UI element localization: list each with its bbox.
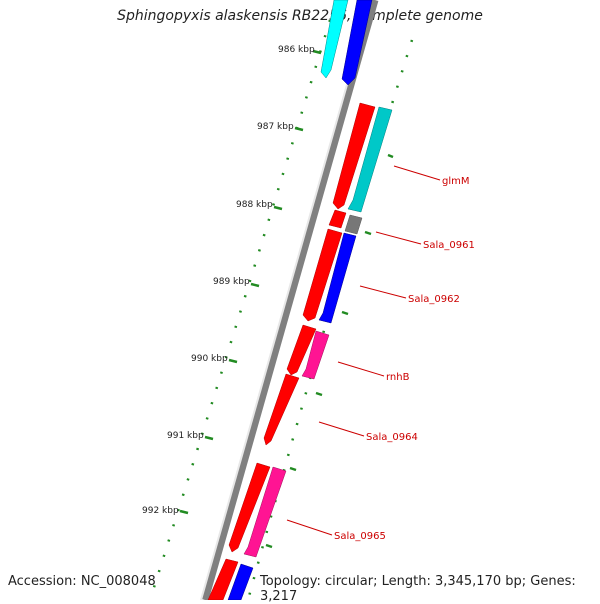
gene-arrow-red <box>302 228 343 322</box>
tick-992 <box>179 509 189 515</box>
gene-label-rnhB: rnhB <box>386 372 410 383</box>
tick-988 <box>273 205 283 211</box>
genome-backbone-highlight <box>200 0 372 600</box>
inner-tick <box>265 543 273 549</box>
tick-989 <box>250 282 260 288</box>
forward-strand-genes <box>207 102 376 600</box>
map-title: Sphingopyxis alaskensis RB2256, complete… <box>117 8 483 24</box>
inner-tick <box>341 310 349 316</box>
leader-glmM <box>393 165 441 181</box>
gene-arrow-cyan <box>347 106 393 213</box>
tick-label-989: 989 kbp <box>213 277 250 287</box>
tick-label-986: 986 kbp <box>278 45 315 55</box>
leader-rnhB <box>337 361 385 377</box>
gene-feature-gray <box>344 214 363 235</box>
leader-Sala_0961 <box>375 231 422 245</box>
tick-label-987: 987 kbp <box>257 122 294 132</box>
genome-backbone <box>201 0 379 600</box>
gene-arrow-red <box>263 373 300 446</box>
gene-label-Sala_0965: Sala_0965 <box>334 531 386 542</box>
gene-label-Sala_0961: Sala_0961 <box>423 240 475 251</box>
gene-label-Sala_0962: Sala_0962 <box>408 294 460 305</box>
gene-label-Sala_0964: Sala_0964 <box>366 432 418 443</box>
tick-label-988: 988 kbp <box>236 200 273 210</box>
gene-arrow-blue <box>341 0 373 86</box>
reverse-strand-genes <box>227 0 393 600</box>
tick-991 <box>204 435 214 441</box>
gene-arrow-cyan <box>320 0 349 79</box>
gene-arrow-magenta <box>243 466 287 558</box>
gene-arrow-red <box>286 324 317 376</box>
inner-tick <box>289 466 297 472</box>
tick-987 <box>294 126 304 132</box>
gene-label-glmM: glmM <box>442 176 470 187</box>
inner-tick <box>315 391 323 397</box>
gene-arrow-blue <box>318 232 357 324</box>
gene-arrow-blue <box>227 563 254 600</box>
kbp-tick-marks <box>179 49 394 549</box>
accession-text: Accession: NC_008048 <box>8 574 156 589</box>
leader-Sala_0964 <box>318 421 365 437</box>
inner-tick <box>387 153 394 159</box>
tick-990 <box>228 358 238 364</box>
gene-arrow-red <box>228 462 271 553</box>
leader-Sala_0962 <box>359 285 407 299</box>
gene-arrow-red <box>328 209 347 229</box>
tick-label-991: 991 kbp <box>167 431 204 441</box>
gene-arrow-magenta <box>301 330 330 380</box>
tick-label-990: 990 kbp <box>191 354 228 364</box>
inner-dotted-ring <box>246 39 414 600</box>
gene-arrow-red <box>332 102 376 210</box>
gene-label-lines <box>286 165 441 536</box>
gene-arrow-red <box>207 558 239 600</box>
tick-986 <box>312 49 322 55</box>
inner-tick <box>364 230 372 236</box>
tick-label-992: 992 kbp <box>142 506 179 516</box>
leader-Sala_0965 <box>286 519 333 536</box>
